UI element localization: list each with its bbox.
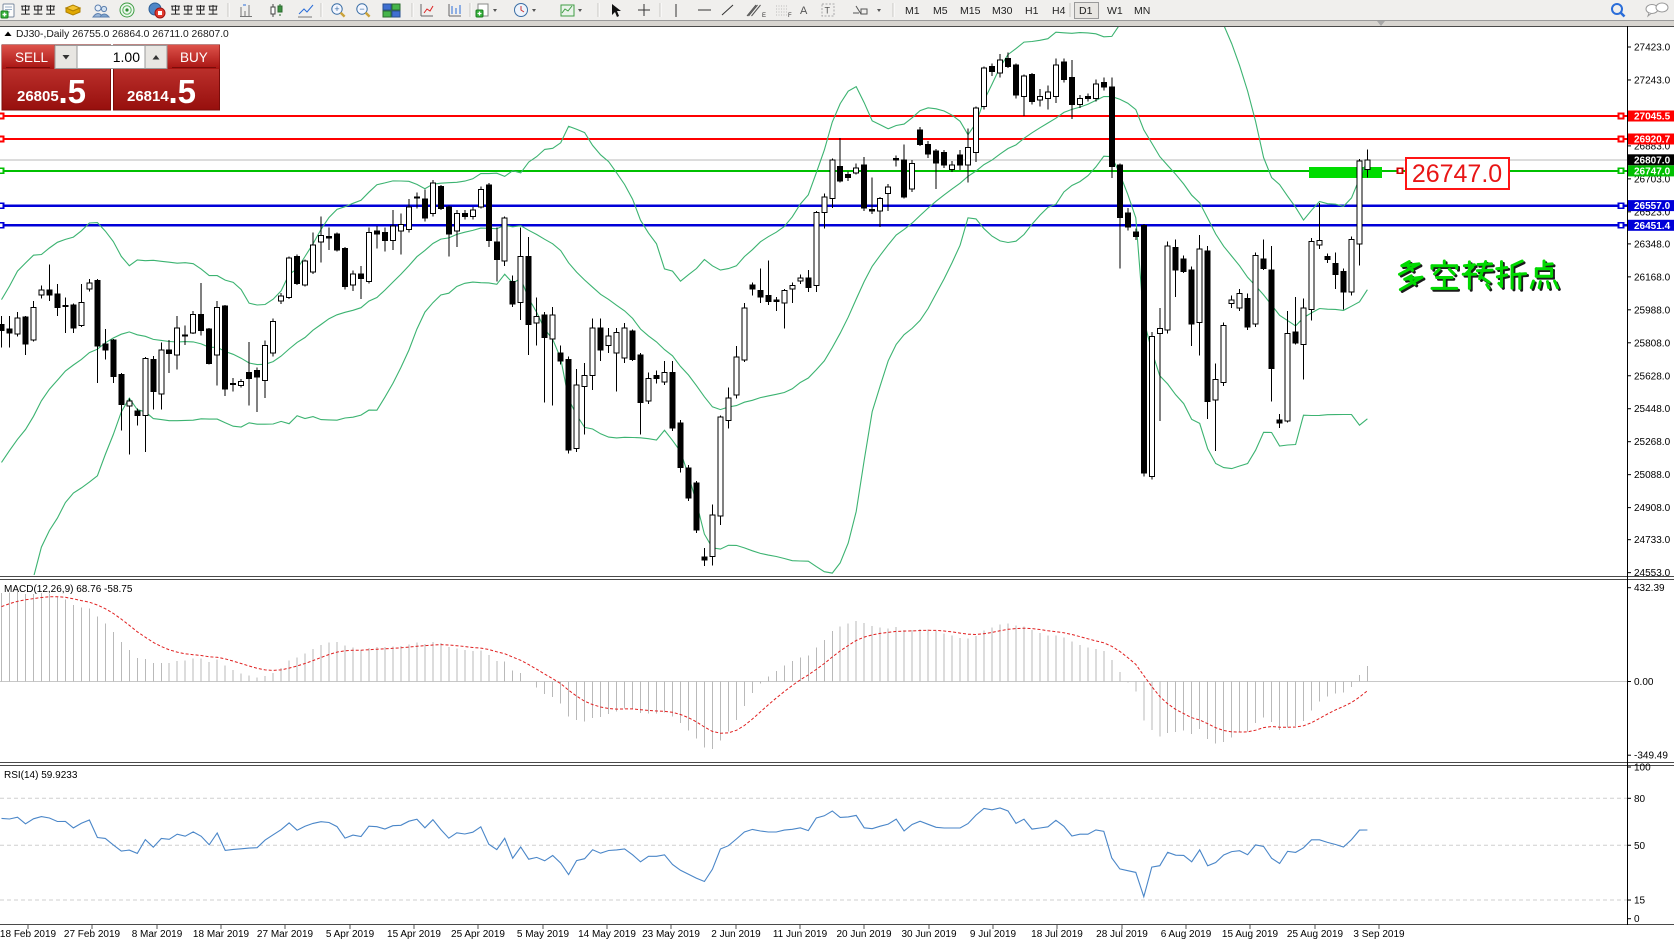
svg-text:2 Jun 2019: 2 Jun 2019 xyxy=(711,929,761,940)
svg-text:25268.0: 25268.0 xyxy=(1634,437,1671,448)
svg-text:F: F xyxy=(788,13,792,19)
svg-text:23 May 2019: 23 May 2019 xyxy=(642,929,700,940)
svg-text:25 Apr 2019: 25 Apr 2019 xyxy=(451,929,505,940)
svg-text:26523.0: 26523.0 xyxy=(1634,207,1671,218)
svg-text:8 Mar 2019: 8 Mar 2019 xyxy=(132,929,183,940)
svg-text:MACD(12,26,9) 68.76 -58.75: MACD(12,26,9) 68.76 -58.75 xyxy=(4,584,133,595)
svg-text:26451.4: 26451.4 xyxy=(1634,221,1671,232)
svg-text:3 Sep 2019: 3 Sep 2019 xyxy=(1353,929,1405,940)
svg-text:26168.0: 26168.0 xyxy=(1634,272,1671,283)
svg-text:26883.0: 26883.0 xyxy=(1634,141,1671,152)
svg-text:27 Mar 2019: 27 Mar 2019 xyxy=(257,929,314,940)
svg-text:25808.0: 25808.0 xyxy=(1634,338,1671,349)
svg-text:0: 0 xyxy=(1634,914,1640,925)
svg-text:14 May 2019: 14 May 2019 xyxy=(578,929,636,940)
svg-text:26920.7: 26920.7 xyxy=(1634,135,1671,146)
svg-text:20 Jun 2019: 20 Jun 2019 xyxy=(836,929,891,940)
svg-text:50: 50 xyxy=(1634,841,1646,852)
svg-text:26807.0: 26807.0 xyxy=(1634,155,1671,166)
svg-text:26703.0: 26703.0 xyxy=(1634,174,1671,185)
svg-text:H1: H1 xyxy=(1025,5,1039,17)
svg-text:1.00: 1.00 xyxy=(113,49,140,65)
svg-text:25628.0: 25628.0 xyxy=(1634,371,1671,382)
svg-text:26747.0: 26747.0 xyxy=(1634,166,1671,177)
svg-text:27 Feb 2019: 27 Feb 2019 xyxy=(64,929,121,940)
svg-text:T: T xyxy=(825,6,831,16)
svg-text:18 Jul 2019: 18 Jul 2019 xyxy=(1031,929,1083,940)
svg-text:W1: W1 xyxy=(1107,5,1123,17)
svg-text:M5: M5 xyxy=(933,5,948,17)
svg-text:A: A xyxy=(800,5,808,17)
svg-text:100: 100 xyxy=(1634,763,1651,774)
svg-text:6 Aug 2019: 6 Aug 2019 xyxy=(1161,929,1212,940)
svg-text:15: 15 xyxy=(1634,896,1646,907)
svg-text:0.00: 0.00 xyxy=(1634,677,1654,688)
svg-text:26348.0: 26348.0 xyxy=(1634,239,1671,250)
svg-text:27045.5: 27045.5 xyxy=(1634,112,1671,123)
svg-text:26805: 26805 xyxy=(17,88,59,105)
svg-text:M15: M15 xyxy=(960,5,981,17)
svg-text:D1: D1 xyxy=(1079,5,1093,17)
svg-text:26747.0: 26747.0 xyxy=(1412,160,1502,188)
svg-text:M1: M1 xyxy=(905,5,920,17)
svg-text:24553.0: 24553.0 xyxy=(1634,568,1671,579)
svg-text:15 Aug 2019: 15 Aug 2019 xyxy=(1222,929,1279,940)
svg-text:BUY: BUY xyxy=(180,50,208,65)
svg-text:-349.49: -349.49 xyxy=(1634,751,1668,762)
svg-text:9 Jul 2019: 9 Jul 2019 xyxy=(970,929,1017,940)
svg-text:+: + xyxy=(334,4,339,14)
svg-text:18 Feb 2019: 18 Feb 2019 xyxy=(0,929,57,940)
svg-text:M30: M30 xyxy=(992,5,1013,17)
svg-text:E: E xyxy=(762,13,766,19)
svg-text:DJ30-,Daily 26755.0 26864.0 2: DJ30-,Daily 26755.0 26864.0 26711.0 2680… xyxy=(16,29,229,40)
svg-text:25988.0: 25988.0 xyxy=(1634,305,1671,316)
svg-text:28 Jul 2019: 28 Jul 2019 xyxy=(1096,929,1148,940)
svg-text:MN: MN xyxy=(1134,5,1150,17)
svg-text:26557.0: 26557.0 xyxy=(1634,201,1671,212)
svg-text:432.39: 432.39 xyxy=(1634,583,1665,594)
svg-text:26814: 26814 xyxy=(127,88,169,105)
svg-text:27243.0: 27243.0 xyxy=(1634,75,1671,86)
svg-text:25448.0: 25448.0 xyxy=(1634,404,1671,415)
svg-text:RSI(14) 59.9233: RSI(14) 59.9233 xyxy=(4,770,78,781)
svg-text:15 Apr 2019: 15 Apr 2019 xyxy=(387,929,441,940)
svg-text:30 Jun 2019: 30 Jun 2019 xyxy=(901,929,956,940)
svg-text:18 Mar 2019: 18 Mar 2019 xyxy=(193,929,250,940)
svg-text:24733.0: 24733.0 xyxy=(1634,535,1671,546)
svg-text:.5: .5 xyxy=(169,73,197,110)
svg-text:5 May 2019: 5 May 2019 xyxy=(517,929,570,940)
svg-text:80: 80 xyxy=(1634,794,1646,805)
svg-text:−: − xyxy=(359,4,364,14)
svg-text:25088.0: 25088.0 xyxy=(1634,470,1671,481)
svg-text:SELL: SELL xyxy=(15,50,49,65)
svg-text:11 Jun 2019: 11 Jun 2019 xyxy=(773,929,828,940)
svg-text:25 Aug 2019: 25 Aug 2019 xyxy=(1287,929,1344,940)
svg-text:H4: H4 xyxy=(1052,5,1066,17)
svg-text:24908.0: 24908.0 xyxy=(1634,503,1671,514)
svg-text:5 Apr 2019: 5 Apr 2019 xyxy=(326,929,375,940)
svg-text:.5: .5 xyxy=(59,73,87,110)
svg-text:27423.0: 27423.0 xyxy=(1634,43,1671,54)
